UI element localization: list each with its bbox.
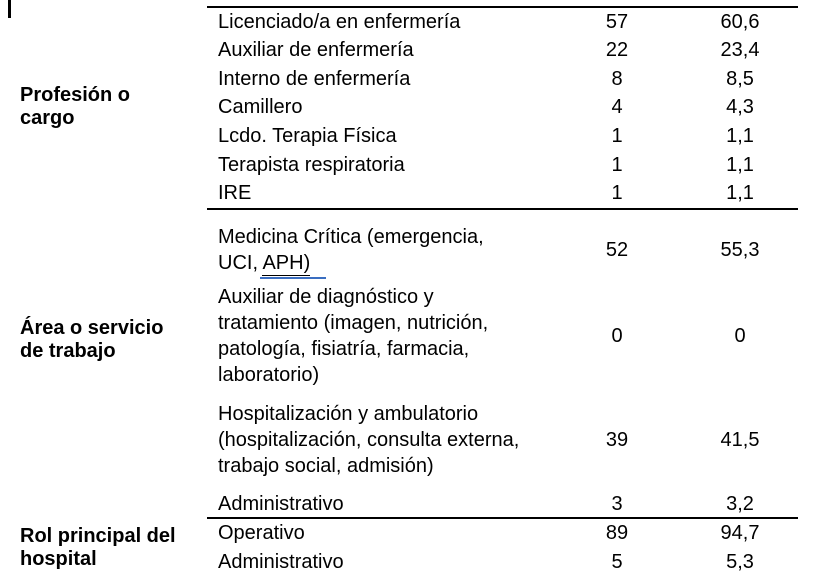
count-cell: 8 [611, 67, 623, 90]
count-cell: 1 [611, 182, 623, 205]
category-cell: Medicina Crítica (emergencia, UCI, APH) [218, 225, 484, 276]
percent-cell: 55,3 [720, 238, 760, 261]
section-body: Licenciado/a en enfermería 57 60,6 Auxil… [207, 6, 798, 208]
table-row: Administrativo 3 3,2 [207, 491, 798, 517]
table-row: Operativo 89 94,7 [207, 519, 798, 548]
category-cell: Lcdo. Terapia Física [218, 125, 397, 148]
table-row: Auxiliar de diagnóstico y tratamiento (i… [207, 284, 798, 388]
category-cell: Auxiliar de enfermería [218, 39, 414, 62]
category-cell: Terapista respiratoria [218, 153, 405, 176]
stray-border-mark [8, 0, 11, 18]
count-cell: 1 [611, 125, 623, 148]
row-group-label-line: Área o servicio [20, 317, 164, 340]
category-cell: Camillero [218, 96, 303, 119]
table-row: Medicina Crítica (emergencia, UCI, APH) … [207, 210, 798, 276]
percent-cell: 5,3 [726, 550, 754, 573]
row-group-label: Área o servicio de trabajo [0, 186, 207, 495]
section-rol-principal: Rol principal del hospital Operativo 89 … [0, 516, 798, 577]
count-cell: 22 [605, 39, 629, 62]
table-row: Administrativo 5 5,3 [207, 548, 798, 577]
section-body: Medicina Crítica (emergencia, UCI, APH) … [207, 207, 798, 517]
category-cell: Administrativo [218, 550, 344, 573]
row-group-label: Profesión o cargo [0, 6, 207, 208]
category-cell: Licenciado/a en enfermería [218, 10, 461, 33]
aph-annotation-link[interactable]: APH) [262, 251, 311, 276]
table-row: Terapista respiratoria 1 1,1 [207, 151, 798, 180]
category-cell: Auxiliar de diagnóstico y tratamiento (i… [218, 285, 489, 386]
count-cell: 52 [605, 238, 629, 261]
table-row: Licenciado/a en enfermería 57 60,6 [207, 8, 798, 37]
count-cell: 39 [605, 428, 629, 451]
category-cell: Interno de enfermería [218, 67, 411, 90]
row-group-label-line: Profesión o [20, 83, 131, 106]
row-group-label: Rol principal del hospital [0, 517, 207, 577]
row-group-label-line: Rol principal del [20, 524, 176, 547]
count-cell: 57 [605, 10, 629, 33]
percent-cell: 1,1 [726, 125, 754, 148]
count-cell: 4 [611, 96, 623, 119]
percent-cell: 8,5 [726, 67, 754, 90]
percent-cell: 1,1 [726, 182, 754, 205]
percent-cell: 60,6 [720, 10, 760, 33]
count-cell: 0 [611, 324, 623, 347]
category-cell: IRE [218, 182, 252, 205]
count-cell: 89 [605, 521, 629, 544]
table-row: Interno de enfermería 8 8,5 [207, 65, 798, 94]
count-cell: 5 [611, 550, 623, 573]
row-group-label-line: hospital [20, 547, 97, 570]
demographics-table: Profesión o cargo Licenciado/a en enferm… [0, 6, 798, 577]
percent-cell: 41,5 [720, 428, 760, 451]
count-cell: 3 [611, 492, 623, 515]
section-body: Operativo 89 94,7 Administrativo 5 5,3 [207, 516, 798, 577]
table-row: Lcdo. Terapia Física 1 1,1 [207, 122, 798, 151]
table-row: Hospitalización y ambulatorio (hospitali… [207, 401, 798, 479]
table-row: Auxiliar de enfermería 22 23,4 [207, 37, 798, 66]
section-profesion-o-cargo: Profesión o cargo Licenciado/a en enferm… [0, 6, 798, 208]
table-row: IRE 1 1,1 [207, 179, 798, 208]
table-row: Camillero 4 4,3 [207, 94, 798, 123]
category-cell: Hospitalización y ambulatorio (hospitali… [218, 402, 520, 477]
section-area-o-servicio: Área o servicio de trabajo Medicina Crít… [0, 207, 798, 517]
row-group-label-line: de trabajo [20, 340, 116, 363]
percent-cell: 3,2 [726, 492, 754, 515]
row-group-label-line: cargo [20, 106, 75, 129]
percent-cell: 1,1 [726, 153, 754, 176]
count-cell: 1 [611, 153, 623, 176]
percent-cell: 4,3 [726, 96, 754, 119]
percent-cell: 94,7 [720, 521, 760, 544]
percent-cell: 23,4 [720, 39, 760, 62]
category-cell: Operativo [218, 521, 305, 544]
category-cell: Administrativo [218, 492, 344, 515]
percent-cell: 0 [734, 324, 746, 347]
